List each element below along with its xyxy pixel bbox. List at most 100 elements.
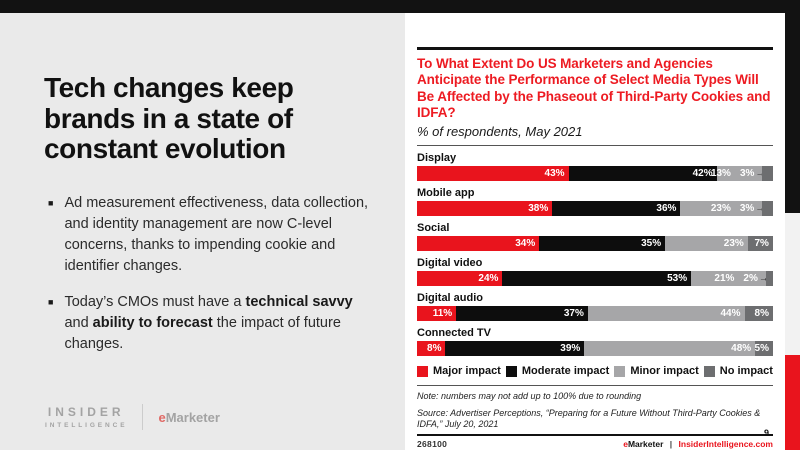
bar-segment: 13% 3% →: [711, 166, 766, 182]
legend-swatch-icon: [703, 365, 715, 377]
bar-value-label: 23%: [710, 203, 731, 215]
bar-category-label: Display: [417, 152, 457, 165]
bar-value-label: 11%: [432, 308, 453, 320]
bullet-square-icon: ■: [48, 197, 54, 208]
bar-value-label: 13%: [710, 168, 731, 180]
emarketer-logo-e: e: [158, 409, 166, 425]
logo-line-intelligence: INTELLIGENCE: [45, 422, 128, 429]
insider-intelligence-logo: INSIDER INTELLIGENCE: [45, 405, 127, 429]
chart-legend: Major impact Moderate impact Minor impact N…: [417, 365, 773, 387]
footer-divider: |: [669, 439, 673, 450]
bullet-list: ■ Ad measurement effectiveness, data coll…: [48, 193, 371, 356]
bar-value-label: 34%: [515, 238, 536, 250]
bar-value-label: 8%: [754, 308, 769, 320]
callout-arrow-icon: →: [755, 168, 766, 180]
bar-category-label: Connected TV: [417, 327, 491, 340]
small-segment-callout: 3% →: [739, 203, 766, 215]
stacked-bar: 43% 42% 13% 3% →: [417, 166, 773, 182]
bar-value-label: 5%: [754, 343, 769, 355]
bar-segment: 38%: [417, 201, 553, 217]
bar-value-label: 7%: [754, 238, 769, 250]
callout-arrow-icon: →: [755, 203, 766, 215]
bar-segment: 36%: [552, 201, 681, 217]
bar-value-label: 23%: [723, 238, 744, 250]
bar-segment: 48%: [584, 341, 756, 357]
chart-panel: To What Extent Do US Marketers and Agenc…: [405, 13, 785, 450]
bar-segment: 7%: [747, 236, 773, 252]
bar-category-label: Digital audio: [417, 292, 483, 305]
legend-label: Moderate impact: [521, 365, 610, 378]
callout-arrow-icon: →: [758, 273, 769, 285]
stacked-bar: 38% 36% 23% 3% →: [417, 201, 773, 217]
bar-segment: 37%: [456, 306, 588, 322]
left-text-panel: Tech changes keep brands in a state of c…: [0, 13, 405, 450]
bar-segment: 23% 3% →: [680, 201, 766, 217]
right-strip-gray: [785, 213, 800, 355]
bar-value-label: 8%: [427, 343, 442, 355]
logo-line-insider: INSIDER: [47, 405, 125, 419]
stacked-bar: 34% 35% 23% 7%: [417, 236, 773, 252]
bar-value-label: 44%: [720, 308, 741, 320]
bullet-item: ■ Ad measurement effectiveness, data coll…: [48, 193, 371, 278]
small-segment-callout: 2% →: [743, 273, 769, 285]
bar-segment: 42%: [568, 166, 717, 182]
chart-top-rule: [417, 47, 773, 50]
brand-logo-row: INSIDER INTELLIGENCE eMarketer: [45, 404, 220, 430]
bar-value-label: 53%: [667, 273, 688, 285]
bar-segment: 35%: [539, 236, 666, 252]
slide-headline: Tech changes keep brands in a state of c…: [44, 72, 294, 165]
bar-segment: 43%: [417, 166, 569, 182]
stacked-bar: 11% 37% 44% 8%: [417, 306, 773, 322]
bar-value-label: 48%: [731, 343, 752, 355]
bar-value-label: 43%: [544, 168, 565, 180]
chart-title: To What Extent Do US Marketers and Agenc…: [417, 56, 771, 120]
right-strip-red: [785, 355, 800, 450]
emarketer-logo-rest: Marketer: [165, 409, 220, 425]
legend-swatch-icon: [505, 365, 517, 377]
bar-segment: 53%: [502, 271, 692, 287]
bar-value-label: 24%: [478, 273, 499, 285]
bar-segment: 8%: [417, 341, 446, 357]
chart-source: Source: Advertiser Perceptions, “Prepari…: [417, 407, 761, 429]
bullet-item: ■ Today’s CMOs must have a technical savv…: [48, 292, 371, 356]
bar-segment: [765, 271, 773, 287]
bar-value-label: 36%: [656, 203, 677, 215]
bar-segment: 8%: [744, 306, 773, 322]
bar-value-label: 37%: [563, 308, 584, 320]
bar-category-label: Digital video: [417, 257, 483, 270]
stacked-bar: 8% 39% 48% 5%: [417, 341, 773, 357]
bar-category-label: Mobile app: [417, 187, 475, 200]
bar-value-label: 38%: [528, 203, 549, 215]
chart-subtitle: % of respondents, May 2021: [417, 124, 773, 147]
bar-segment: 23%: [665, 236, 748, 252]
legend-item: Minor impact: [614, 365, 699, 377]
chart-note: Note: numbers may not add up to 100% due…: [417, 391, 642, 402]
bar-segment: [762, 166, 773, 182]
bar-segment: 39%: [445, 341, 585, 357]
bar-value-label: 21%: [714, 273, 735, 285]
legend-item: Major impact: [417, 365, 501, 377]
bar-rows: Display 43% 42% 13% 3% → Mobile app 38% 36% 23% 3%…: [417, 152, 773, 357]
logo-divider: [142, 404, 144, 430]
chart-footer-brand: eMarketer | InsiderIntelligence.com: [623, 439, 773, 449]
legend-swatch-icon: [614, 365, 626, 377]
bar-segment: 34%: [417, 236, 540, 252]
legend-item: No impact: [703, 365, 773, 377]
chart-bottom-rule: [417, 434, 773, 437]
bar-segment: 24%: [417, 271, 503, 287]
bar-segment: 5%: [754, 341, 773, 357]
stacked-bar: 24% 53% 21% 2% →: [417, 271, 773, 287]
bar-segment: [762, 201, 773, 217]
bullet-text: Ad measurement effectiveness, data colle…: [64, 194, 369, 275]
emarketer-footer-mark: eMarketer: [623, 439, 664, 450]
bullet-text: Today’s CMOs must have a technical savvy…: [64, 293, 353, 353]
bar-value-label: 35%: [641, 238, 662, 250]
chart-id: 268100: [417, 439, 448, 450]
bar-category-label: Social: [417, 222, 450, 235]
bar-segment: 11%: [417, 306, 457, 322]
right-strip-black: [785, 0, 800, 213]
page-number: 9: [763, 428, 769, 438]
footer-site-link[interactable]: InsiderIntelligence.com: [678, 439, 773, 450]
bar-segment: 44%: [587, 306, 745, 322]
